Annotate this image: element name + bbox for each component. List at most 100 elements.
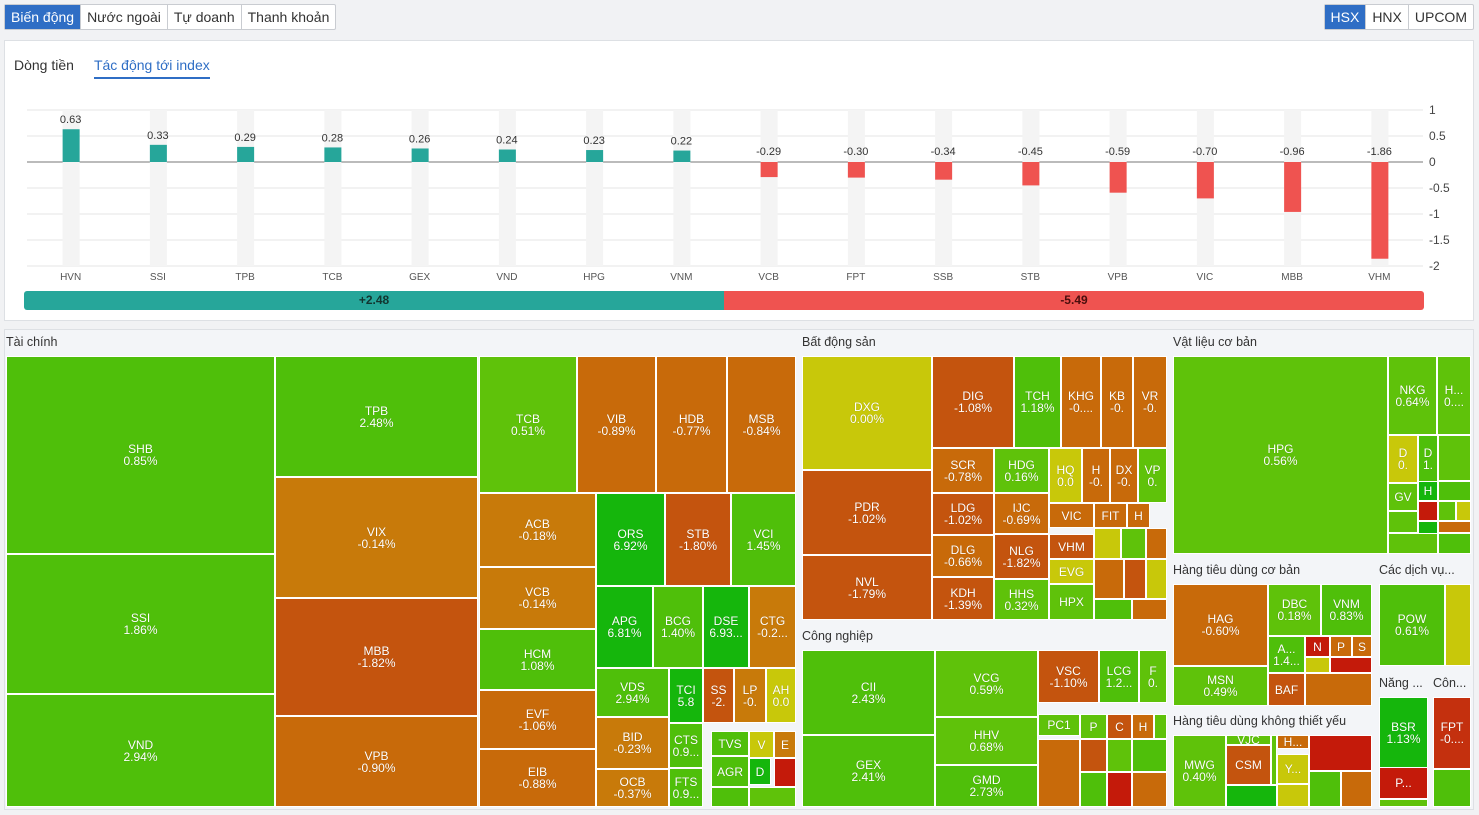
stock-tile-hag[interactable]: HAG -0.60% xyxy=(1173,584,1268,666)
heatmap-mini-tile[interactable] xyxy=(1124,559,1146,599)
stock-tile-msb[interactable]: MSB -0.84% xyxy=(727,356,796,493)
stock-tile-acb[interactable]: ACB -0.18% xyxy=(479,493,596,567)
heatmap-mini-tile[interactable] xyxy=(1418,501,1438,521)
heatmap-mini-tile[interactable] xyxy=(1080,772,1107,807)
stock-tile-lcg[interactable]: LCG 1.2... xyxy=(1099,650,1139,703)
stock-tile-d[interactable]: D xyxy=(749,758,771,785)
heatmap-mini-tile[interactable] xyxy=(1438,481,1471,501)
stock-tile-a[interactable]: A... 1.4... xyxy=(1268,636,1305,673)
stock-tile-bcg[interactable]: BCG 1.40% xyxy=(653,586,703,668)
stock-tile-tpb[interactable]: TPB 2.48% xyxy=(275,356,478,477)
bar-tpb[interactable] xyxy=(237,146,255,162)
tab-thanh-khoan[interactable]: Thanh khoản xyxy=(247,9,330,25)
bar-tcb[interactable] xyxy=(324,147,342,162)
heatmap-mini-tile[interactable] xyxy=(1094,599,1132,620)
bar-vcb[interactable] xyxy=(760,162,778,178)
stock-tile-cts[interactable]: CTS 0.9... xyxy=(669,723,703,768)
stock-tile-h[interactable]: H xyxy=(1132,714,1154,739)
stock-tile-vcg[interactable]: VCG 0.59% xyxy=(935,650,1038,717)
tab-hnx[interactable]: HNX xyxy=(1366,5,1409,29)
heatmap-mini-tile[interactable] xyxy=(774,758,796,787)
stock-tile-stb[interactable]: STB -1.80% xyxy=(665,493,731,586)
stock-tile-gex[interactable]: GEX 2.41% xyxy=(802,735,935,807)
stock-tile-dse[interactable]: DSE 6.93... xyxy=(703,586,749,668)
stock-tile-msn[interactable]: MSN 0.49% xyxy=(1173,666,1268,706)
tab-dong-tien[interactable]: Dòng tiền xyxy=(14,57,74,73)
stock-tile-dxg[interactable]: DXG 0.00% xyxy=(802,356,932,470)
heatmap-mini-tile[interactable] xyxy=(1379,799,1428,807)
stock-tile-vci[interactable]: VCI 1.45% xyxy=(731,493,796,586)
bar-vnd[interactable] xyxy=(498,149,516,162)
stock-tile-hhv[interactable]: HHV 0.68% xyxy=(935,717,1038,765)
stock-tile-hq[interactable]: HQ 0.0 xyxy=(1049,448,1082,503)
heatmap-mini-tile[interactable] xyxy=(1132,772,1167,807)
stock-tile-apg[interactable]: APG 6.81% xyxy=(596,586,653,668)
stock-tile-hpx[interactable]: HPX xyxy=(1049,584,1094,620)
stock-tile-vp[interactable]: VP 0. xyxy=(1138,448,1167,503)
stock-tile-csm[interactable]: CSM xyxy=(1226,745,1271,785)
tab-upcom[interactable]: UPCOM xyxy=(1414,9,1467,25)
stock-tile-pc1[interactable]: PC1 xyxy=(1038,714,1080,736)
stock-tile-vcb[interactable]: VCB -0.14% xyxy=(479,567,596,629)
stock-tile-hcm[interactable]: HCM 1.08% xyxy=(479,629,596,690)
heatmap-mini-tile[interactable] xyxy=(1305,657,1330,673)
stock-tile-shb[interactable]: SHB 0.85% xyxy=(6,356,275,554)
stock-tile-vib[interactable]: VIB -0.89% xyxy=(577,356,656,493)
heatmap-mini-tile[interactable] xyxy=(1107,739,1132,772)
stock-tile-pow[interactable]: POW 0.61% xyxy=(1379,584,1445,666)
stock-tile-cii[interactable]: CII 2.43% xyxy=(802,650,935,735)
stock-tile-evf[interactable]: EVF -1.06% xyxy=(479,690,596,749)
tab-bien-dong[interactable]: Biến động xyxy=(5,5,82,29)
bar-vhm[interactable] xyxy=(1371,162,1389,259)
bar-mbb[interactable] xyxy=(1284,162,1302,212)
stock-tile-d[interactable]: D 1. xyxy=(1418,435,1438,483)
stock-tile-mbb[interactable]: MBB -1.82% xyxy=(275,598,478,716)
heatmap-mini-tile[interactable] xyxy=(1226,785,1277,807)
heatmap-mini-tile[interactable] xyxy=(1438,521,1471,533)
heatmap-mini-tile[interactable] xyxy=(1309,771,1341,807)
stock-tile-vsc[interactable]: VSC -1.10% xyxy=(1038,650,1099,703)
stock-tile-tvs[interactable]: TVS xyxy=(711,731,749,756)
heatmap-mini-tile[interactable] xyxy=(1445,584,1471,666)
stock-tile-agr[interactable]: AGR xyxy=(711,756,749,787)
stock-tile-h[interactable]: H xyxy=(1418,481,1438,501)
stock-tile-y[interactable]: Y... xyxy=(1277,754,1309,784)
stock-tile-hhs[interactable]: HHS 0.32% xyxy=(994,579,1049,620)
heatmap-mini-tile[interactable] xyxy=(1146,559,1167,599)
bar-gex[interactable] xyxy=(411,148,429,162)
heatmap-mini-tile[interactable] xyxy=(1080,739,1107,772)
stock-tile-d[interactable]: D 0. xyxy=(1388,435,1418,483)
heatmap-mini-tile[interactable] xyxy=(1271,735,1277,785)
stock-tile-h[interactable]: H... xyxy=(1277,735,1309,749)
stock-tile-vnm[interactable]: VNM 0.83% xyxy=(1321,584,1372,636)
stock-tile-h[interactable]: H -0. xyxy=(1082,448,1110,503)
stock-tile-gmd[interactable]: GMD 2.73% xyxy=(935,765,1038,807)
bar-ssb[interactable] xyxy=(935,162,953,180)
heatmap-mini-tile[interactable] xyxy=(1107,772,1132,807)
stock-tile-khg[interactable]: KHG -0.... xyxy=(1061,356,1101,448)
tab-hsx[interactable]: HSX xyxy=(1324,5,1367,29)
heatmap-mini-tile[interactable] xyxy=(1438,533,1471,554)
stock-tile-baf[interactable]: BAF xyxy=(1268,673,1305,706)
stock-tile-e[interactable]: E xyxy=(774,731,796,758)
stock-tile-p[interactable]: P xyxy=(1080,714,1107,739)
stock-tile-v[interactable]: V xyxy=(749,731,774,758)
heatmap-mini-tile[interactable] xyxy=(1388,533,1438,554)
stock-tile-hdg[interactable]: HDG 0.16% xyxy=(994,448,1049,493)
bar-vic[interactable] xyxy=(1196,162,1214,199)
stock-tile-ors[interactable]: ORS 6.92% xyxy=(596,493,665,586)
heatmap-mini-tile[interactable] xyxy=(1094,528,1121,559)
stock-tile-dbc[interactable]: DBC 0.18% xyxy=(1268,584,1321,636)
bar-vnm[interactable] xyxy=(673,150,691,162)
heatmap-mini-tile[interactable] xyxy=(1438,435,1471,481)
stock-tile-vic[interactable]: VIC xyxy=(1049,503,1094,528)
stock-tile-fts[interactable]: FTS 0.9... xyxy=(669,768,703,807)
stock-tile-scr[interactable]: SCR -0.78% xyxy=(932,448,994,493)
heatmap-mini-tile[interactable] xyxy=(1146,528,1167,559)
stock-tile-dlg[interactable]: DLG -0.66% xyxy=(932,535,994,577)
heatmap-mini-tile[interactable] xyxy=(1154,714,1167,739)
tab-tac-dong-index[interactable]: Tác động tới index xyxy=(93,57,210,79)
heatmap-mini-tile[interactable] xyxy=(711,787,749,807)
stock-tile-ocb[interactable]: OCB -0.37% xyxy=(596,769,669,807)
bar-fpt[interactable] xyxy=(847,162,865,178)
